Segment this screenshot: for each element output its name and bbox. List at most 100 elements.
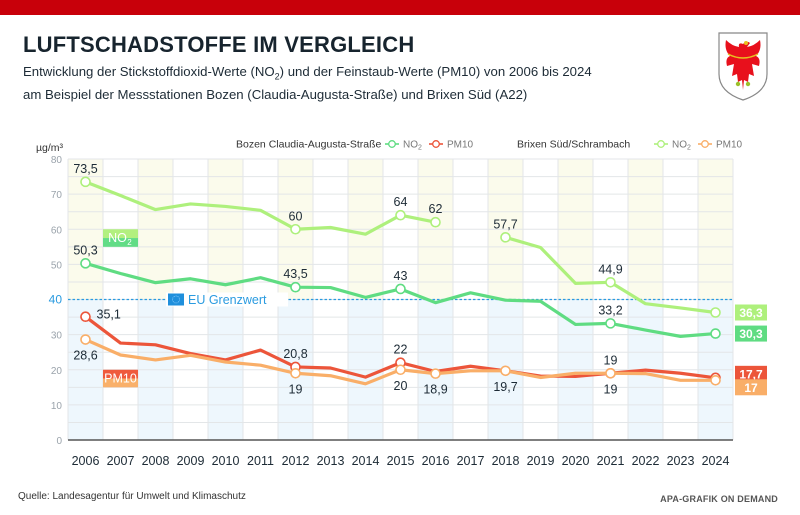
data-point-marker bbox=[605, 367, 616, 379]
data-value-label: 22 bbox=[394, 343, 408, 357]
legend-entry-label: NO2 bbox=[672, 140, 691, 152]
value-labels: 73,5 60 64 62 57,7 44,9 36,3 50,3 43,5 43 33,2 30,3… bbox=[73, 162, 767, 397]
data-point-marker bbox=[395, 283, 406, 295]
chart-legend: Bozen Claudia-Augusta-Straße NO2 PM10 Brixe… bbox=[236, 139, 743, 152]
y-tick-label: 30 bbox=[51, 331, 63, 342]
data-value-label: 28,6 bbox=[73, 349, 97, 363]
y-tick-label: 60 bbox=[51, 225, 63, 236]
subtitle-line-1-pre: Entwicklung der Stickstoffdioxid-Werte (… bbox=[23, 64, 275, 79]
data-point-marker bbox=[430, 368, 441, 379]
data-value-label: 62 bbox=[429, 202, 443, 216]
data-value-label: 18,9 bbox=[423, 383, 447, 397]
data-point-marker bbox=[395, 364, 406, 376]
x-tick-label: 2006 bbox=[72, 454, 100, 468]
y-tick-label: 20 bbox=[51, 366, 63, 377]
legend-marker-swatch bbox=[657, 140, 665, 148]
data-point-marker bbox=[500, 365, 511, 377]
pm10-label-box-top bbox=[103, 369, 138, 379]
x-tick-label: 2018 bbox=[492, 454, 520, 468]
credit-label: APA-GRAFIK ON DEMAND bbox=[660, 494, 778, 504]
data-value-label: 64 bbox=[394, 195, 408, 209]
pm10-label-box-bottom bbox=[103, 378, 138, 388]
data-point-marker bbox=[80, 176, 91, 188]
legend-station-label: Bozen Claudia-Augusta-Straße bbox=[236, 139, 381, 151]
data-point-marker bbox=[605, 276, 616, 288]
data-value-label: 19 bbox=[289, 382, 303, 396]
source-note: Quelle: Landesagentur für Umwelt und Kli… bbox=[18, 491, 246, 502]
chart-title: LUFTSCHADSTOFFE IM VERGLEICH bbox=[23, 32, 415, 57]
x-tick-label: 2007 bbox=[107, 454, 135, 468]
y-tick-label: 0 bbox=[56, 436, 62, 447]
x-tick-label: 2016 bbox=[422, 454, 450, 468]
eu-limit-reference: EU Grenzwert bbox=[68, 292, 733, 307]
data-point-marker bbox=[710, 374, 721, 386]
subtitle-line-2: am Beispiel der Messstationen Bozen (Cla… bbox=[23, 86, 528, 102]
data-value-label: 19 bbox=[604, 353, 618, 367]
pm10-inline-label: PM10 bbox=[104, 372, 137, 386]
x-tick-label: 2014 bbox=[352, 454, 380, 468]
data-point-marker bbox=[395, 209, 406, 221]
data-value-label: 19,7 bbox=[493, 380, 517, 394]
end-value-badge-text: 17 bbox=[744, 381, 758, 395]
x-tick-label: 2021 bbox=[597, 454, 625, 468]
data-value-label: 50,3 bbox=[73, 243, 97, 257]
legend-marker-swatch bbox=[388, 140, 396, 148]
data-value-label: 43,5 bbox=[283, 267, 307, 281]
data-value-label: 60 bbox=[289, 209, 303, 223]
x-tick-label: 2020 bbox=[562, 454, 590, 468]
data-point-marker bbox=[290, 367, 301, 379]
legend-subscript: 2 bbox=[687, 145, 691, 152]
data-value-label: 43 bbox=[394, 269, 408, 283]
no2-inline-label: NO bbox=[108, 231, 127, 245]
subtitle-line-1-post: ) und der Feinstaub-Werte (PM10) von 200… bbox=[279, 64, 592, 79]
legend-marker-swatch bbox=[701, 140, 709, 148]
end-value-badge bbox=[735, 304, 767, 321]
data-value-label: 44,9 bbox=[598, 262, 622, 276]
no2-label-box-top bbox=[103, 229, 138, 239]
top-accent-bar bbox=[0, 0, 800, 15]
eu-flag-icon bbox=[168, 293, 184, 306]
end-value-badge-text: 36,3 bbox=[739, 306, 763, 320]
data-value-label: 20,8 bbox=[283, 347, 307, 361]
data-point-marker bbox=[500, 232, 511, 243]
end-value-badge-text: 17,7 bbox=[739, 367, 763, 381]
x-tick-label: 2017 bbox=[457, 454, 485, 468]
data-point-marker bbox=[290, 223, 301, 235]
legend-subscript: 2 bbox=[418, 145, 422, 152]
data-point-marker bbox=[80, 311, 91, 323]
legend-station-label: Brixen Süd/Schrambach bbox=[517, 139, 630, 151]
y-tick-label: 80 bbox=[51, 155, 63, 166]
eu-stars-icon bbox=[172, 295, 180, 304]
x-tick-label: 2012 bbox=[282, 454, 310, 468]
chart-subtitle: Entwicklung der Stickstoffdioxid-Werte (… bbox=[23, 63, 592, 103]
no2-inline-subscript: 2 bbox=[127, 238, 132, 247]
legend-entry-label: NO2 bbox=[403, 140, 422, 152]
data-point-marker bbox=[80, 258, 91, 269]
data-point-marker bbox=[710, 328, 721, 339]
y-tick-label: 70 bbox=[51, 190, 63, 201]
end-value-badge bbox=[735, 365, 767, 382]
data-value-label: 20 bbox=[394, 379, 408, 393]
eagle-crest-icon bbox=[718, 32, 768, 101]
data-value-label: 57,7 bbox=[493, 217, 517, 231]
series-layer bbox=[80, 176, 721, 386]
data-point-marker bbox=[80, 334, 91, 345]
y-tick-label: 40 bbox=[49, 293, 63, 307]
x-tick-label: 2023 bbox=[667, 454, 695, 468]
line-chart: 0 10 20 30 40 50 60 70 80 µg/m³ Bozen Claudia-Au… bbox=[36, 139, 767, 468]
data-value-label: 33,2 bbox=[598, 303, 622, 317]
x-tick-label: 2024 bbox=[702, 454, 730, 468]
end-value-badge bbox=[735, 379, 767, 396]
y-tick-label: 50 bbox=[51, 260, 63, 271]
data-point-marker bbox=[430, 216, 441, 228]
data-point-marker bbox=[605, 318, 616, 329]
data-point-marker bbox=[710, 307, 721, 318]
x-tick-label: 2010 bbox=[212, 454, 240, 468]
data-point-marker bbox=[290, 281, 301, 293]
y-axis-unit-label: µg/m³ bbox=[36, 142, 64, 154]
legend-entry-label: PM10 bbox=[447, 140, 474, 151]
legend-marker-swatch bbox=[432, 140, 440, 148]
y-tick-label: 10 bbox=[51, 401, 63, 412]
x-tick-label: 2015 bbox=[387, 454, 415, 468]
x-tick-label: 2011 bbox=[247, 454, 274, 468]
